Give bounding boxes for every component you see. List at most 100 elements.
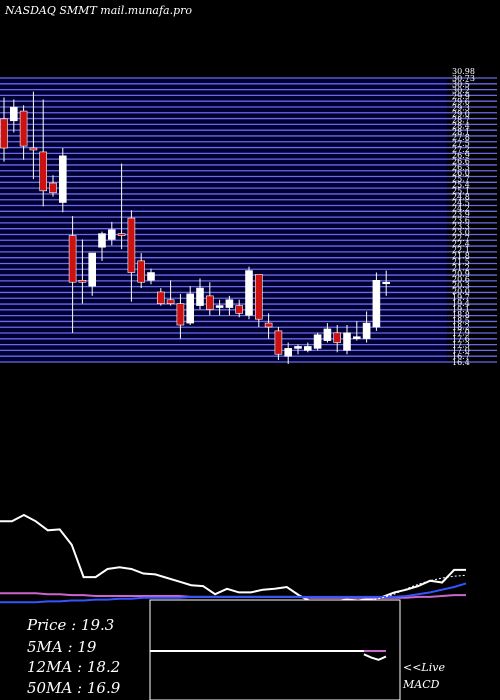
candle-body [98,233,106,248]
indicator-line [0,582,467,604]
y-tick-label: 23.0 [452,228,470,237]
y-tick-label: 23.9 [452,210,470,219]
candle-body [186,293,194,324]
y-tick-label: 16.4 [452,358,470,367]
y-tick-label: 18.5 [452,317,470,326]
y-tick-label: 18.2 [452,323,470,332]
y-tick-label: 17.3 [452,340,470,349]
y-tick-label: 17.9 [452,328,470,337]
ma5-text: 5MA : 19 [27,638,97,656]
y-tick-label: 26.6 [452,157,470,166]
candle-body [264,322,273,328]
y-tick-label: 21.2 [452,263,470,272]
candle-body [137,260,145,283]
candle-body [206,295,214,310]
y-tick-label: 21.5 [452,257,470,266]
y-tick-label: 24.2 [452,204,470,213]
y-tick-label: 28.4 [452,121,470,130]
macd-line [363,653,387,661]
y-tick-label: 29.0 [452,110,470,119]
y-tick-label: 21.8 [452,252,470,261]
y-tick-label: 20.9 [452,269,470,278]
y-tick-label: 20.3 [452,281,470,290]
candle-body [284,348,293,357]
y-tick-label: 25.1 [452,186,470,195]
candle-body [323,328,332,341]
y-tick-label: 22.1 [452,246,470,255]
y-tick-label: 18.8 [452,311,470,320]
y-tick-label: 16.7 [452,352,470,361]
candle-body [10,106,18,122]
candle-body [0,118,8,149]
live-label: <<Live [403,661,445,674]
indicator-line [0,513,466,604]
y-tick-label: 29.6 [452,98,470,107]
y-tick-label: 27.5 [452,139,470,148]
candle-body [19,110,28,147]
y-tick-label: 19.1 [452,305,470,314]
candle-body [333,332,342,343]
ma12-text: 12MA : 18.2 [27,658,120,676]
macd-label: MACD [402,678,440,691]
candle-body [294,346,302,349]
y-tick-label: 22.4 [452,240,470,249]
candle-body [58,155,67,203]
candle-body [382,281,391,285]
candle-body [245,270,253,316]
candle-body [166,299,175,304]
y-tick-label: 17.0 [452,346,470,355]
candle-body [108,229,116,240]
y-tick-label: 28.1 [452,127,470,136]
y-tick-label: 19.7 [452,293,470,302]
y-tick-label: 30.5 [452,80,470,89]
candle-body [88,252,96,287]
y-tick-label: 26.9 [452,151,470,160]
y-tick-label: 27.2 [452,145,470,154]
candle-body [68,235,77,283]
candle-body [372,280,381,328]
y-tick-label: 17.6 [452,334,470,343]
candle-body [313,334,322,349]
y-tick-label: 20.6 [452,275,470,284]
y-tick-label: 26.3 [452,163,470,172]
y-tick-label: 30.2 [452,86,470,95]
price-panel-bg [0,78,447,362]
y-tick-label: 23.3 [452,222,470,231]
y-tick-label: 22.7 [452,234,470,243]
y-tick-label: 29.3 [452,104,470,113]
y-tick-label: 23.6 [452,216,470,225]
candle-body [274,330,283,355]
y-tick-label: 29.9 [452,92,470,101]
candle-body [362,322,371,339]
y-tick-label: 30.98 [452,67,475,76]
candle-body [29,147,38,151]
ma50-text: 50MA : 16.9 [27,679,121,697]
y-tick-label: 26.0 [452,169,470,178]
y-tick-label: 25.4 [452,181,470,190]
chart-title: NASDAQ SMMT mail.munafa.pro [4,4,192,17]
y-tick-label: 24.5 [452,198,470,207]
candle-body [235,305,243,314]
candle-body [117,233,126,236]
candle-body [127,217,136,273]
y-tick-label: 20.0 [452,287,470,296]
candle-body [49,182,57,194]
candle-body [303,346,312,351]
candle-body [157,291,165,304]
y-tick-label: 28.7 [452,115,470,124]
candle-body [147,272,155,281]
candle-body [39,151,48,192]
candle-body [215,305,224,308]
candle-body [255,274,263,320]
y-tick-label: 25.7 [452,175,470,184]
y-tick-label: 19.4 [452,299,470,308]
y-tick-label: 27.8 [452,133,470,142]
candle-body [225,299,234,308]
candle-body [78,280,87,283]
candle-body [352,336,361,339]
candle-body [176,303,185,326]
candle-body [343,332,351,351]
price-text: Price : 19.3 [26,616,114,634]
